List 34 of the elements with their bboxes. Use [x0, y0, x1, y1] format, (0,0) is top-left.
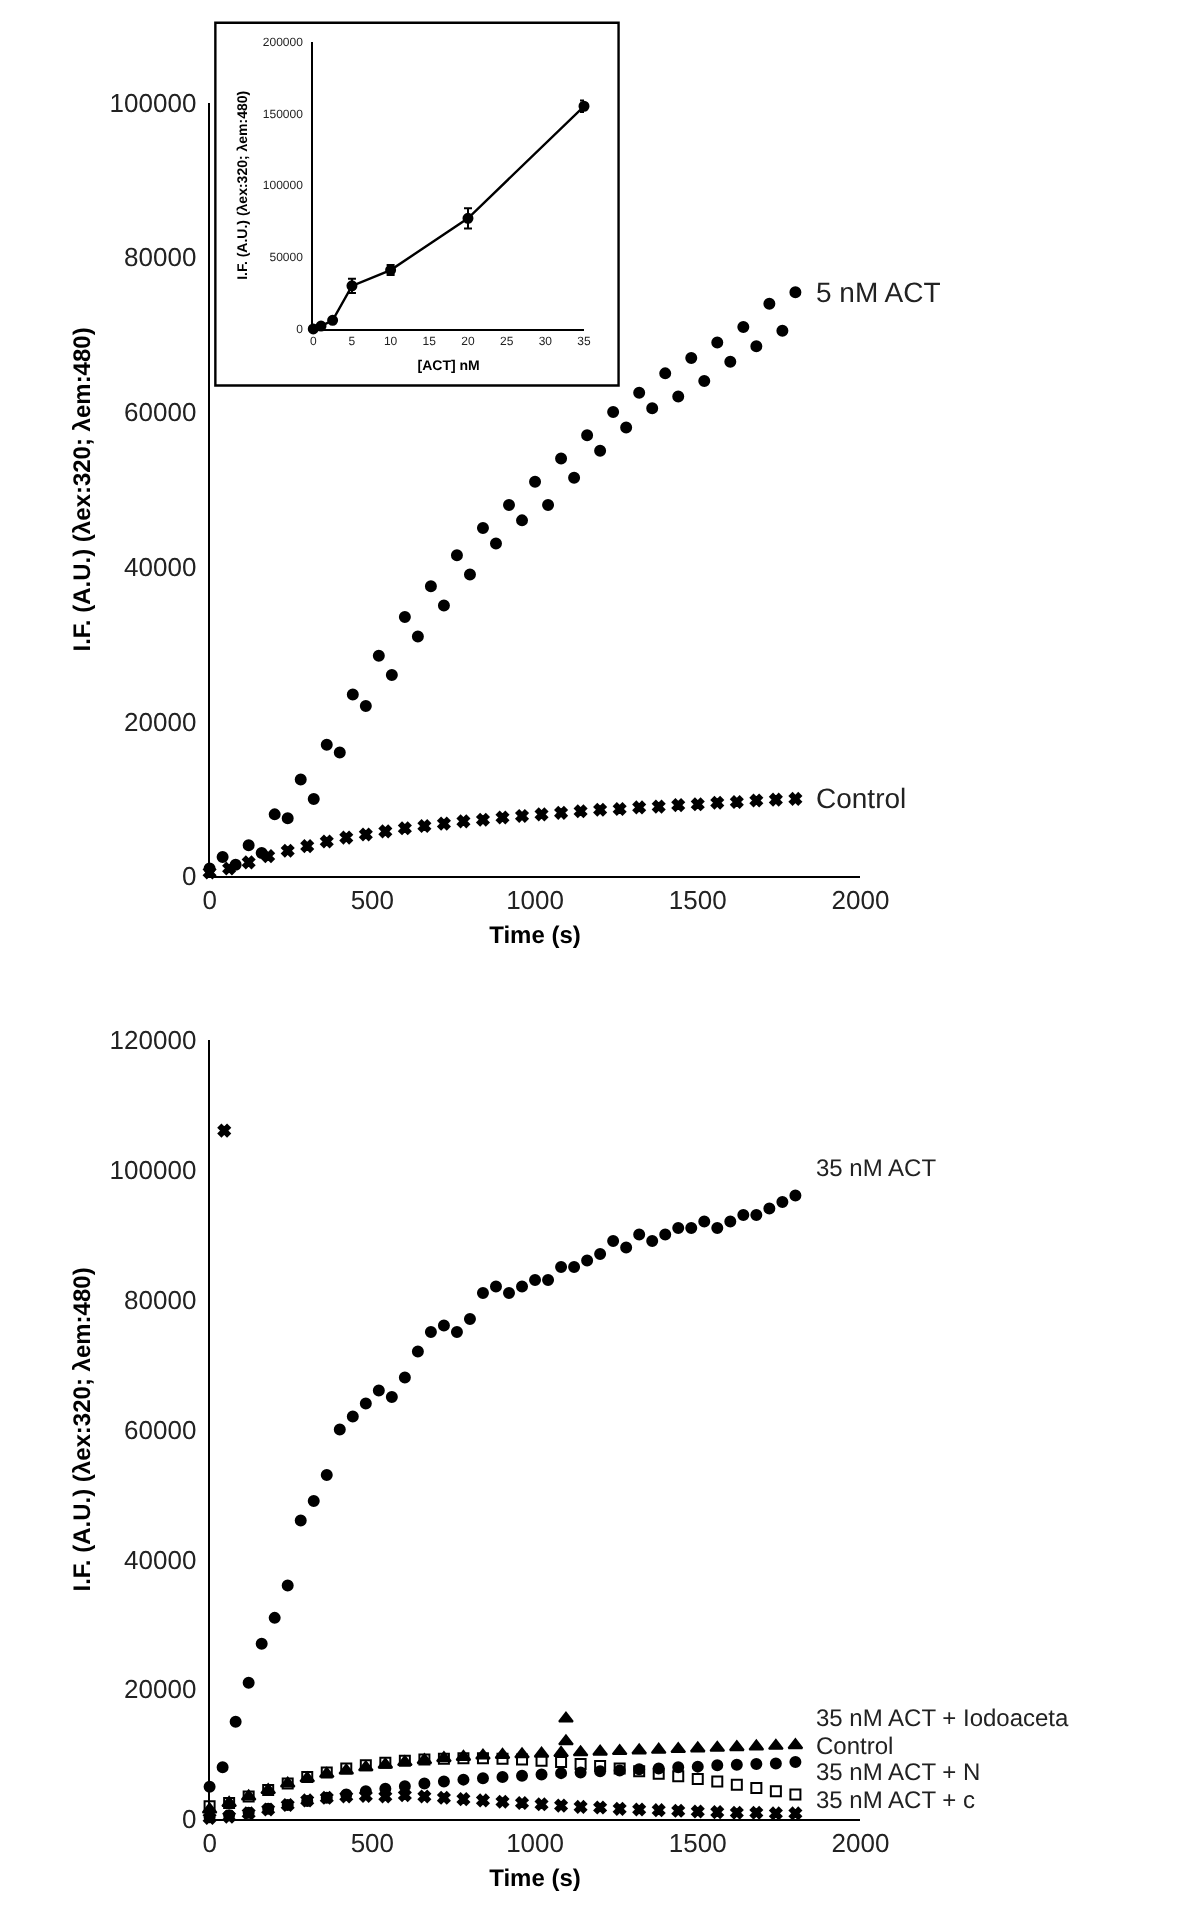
series-label: 35 nM ACT + Iodoaceta — [816, 1704, 1070, 1732]
series-label: 5 nM ACT — [816, 276, 942, 308]
series-label: Control — [816, 1732, 894, 1760]
y-tick-label: 40000 — [124, 1544, 197, 1575]
y-axis-title: I.F. (A.U.) (λex:320; λem:480) — [68, 327, 97, 652]
y-tick-label: 100000 — [109, 1154, 197, 1185]
x-tick-label: 2000 — [831, 885, 890, 916]
y-tick-label: 0 — [181, 861, 197, 892]
y-tick-label: 120000 — [109, 1024, 197, 1055]
x-tick-label: 1500 — [668, 885, 727, 916]
y-tick-label: 60000 — [124, 397, 197, 428]
y-tick-label: 20000 — [124, 706, 197, 737]
series-label: 35 nM ACT — [816, 1154, 938, 1182]
y-tick-label: 60000 — [124, 1414, 197, 1445]
x-tick-label: 500 — [350, 1828, 395, 1859]
x-tick-label: 1000 — [506, 885, 564, 916]
series-label: 35 nM ACT + N — [816, 1758, 981, 1786]
series-label: Control — [816, 782, 907, 814]
series-label: 35 nM ACT + c — [816, 1786, 975, 1814]
y-tick-label: 80000 — [124, 242, 197, 273]
x-axis-title: Time (s) — [489, 921, 581, 950]
x-tick-label: 500 — [350, 885, 395, 916]
x-axis-title: Time (s) — [489, 1864, 581, 1893]
y-tick-label: 100000 — [109, 87, 197, 118]
x-tick-label: 0 — [202, 1828, 217, 1859]
y-tick-label: 20000 — [124, 1674, 197, 1705]
x-tick-label: 1500 — [668, 1828, 727, 1859]
x-tick-label: 0 — [202, 885, 217, 916]
x-tick-label: 2000 — [831, 1828, 890, 1859]
y-tick-label: 80000 — [124, 1284, 197, 1315]
y-axis-title: I.F. (A.U.) (λex:320; λem:480) — [68, 1267, 97, 1592]
x-tick-label: 1000 — [506, 1828, 564, 1859]
y-tick-label: 0 — [181, 1804, 197, 1835]
y-tick-label: 40000 — [124, 551, 197, 582]
